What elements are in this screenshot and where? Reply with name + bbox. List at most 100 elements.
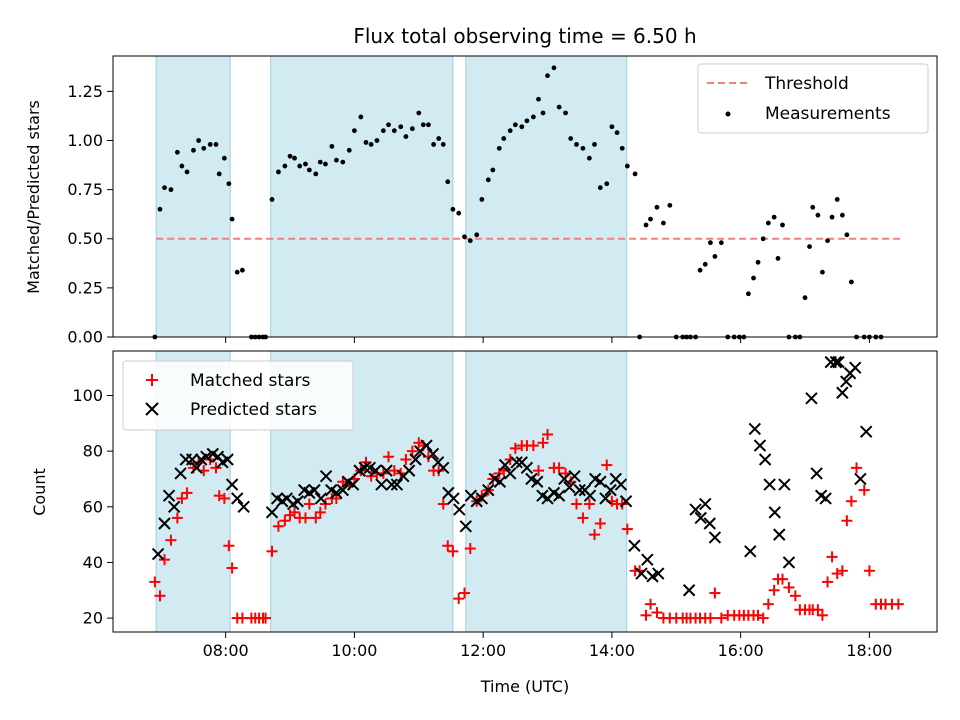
measurement-point-59: [467, 238, 473, 244]
top-y-tick-label-1: 0.25: [67, 278, 103, 297]
measurement-point-63: [490, 167, 496, 173]
top-observing-windows: [155, 55, 628, 338]
predicted-star-point-26: [314, 492, 328, 505]
measurement-point-121: [807, 244, 812, 250]
predicted-star-point-9: [200, 450, 213, 463]
matched-star-point-125: [822, 576, 834, 588]
top-observing-window-3: [465, 55, 628, 338]
predicted-star-point-109: [832, 355, 845, 369]
bottom-y-tick-label-0: 20: [83, 609, 103, 628]
measurement-point-110: [751, 275, 756, 281]
predicted-star-point-90: [694, 511, 707, 525]
predicted-star-point-1: [158, 517, 171, 530]
predicted-star-point-75: [583, 489, 597, 502]
measurement-point-128: [839, 212, 845, 218]
measurement-point-54: [440, 142, 446, 147]
top-panel: 0.00 0.25 0.50 0.75 1.00 1.25 Matched/Predict…: [24, 55, 938, 347]
matched-star-point-130: [845, 495, 857, 507]
measurement-point-47: [403, 134, 409, 139]
predicted-star-point-94: [744, 545, 757, 558]
top-y-tick-label-0: 0.00: [67, 328, 103, 347]
predicted-star-point-39: [385, 478, 398, 491]
measurement-point-122: [810, 204, 816, 210]
measurement-point-92: [654, 204, 660, 210]
x-axis-label: Time (UTC): [480, 677, 569, 696]
measurement-point-104: [718, 240, 724, 246]
measurement-point-130: [848, 279, 854, 285]
bottom-x-ticks: 08:00 10:00 12:00 14:00 16:00 18:00: [203, 632, 892, 660]
top-legend: Threshold Measurements: [697, 63, 929, 134]
predicted-star-point-95: [748, 422, 762, 436]
matched-star-point-47: [400, 454, 412, 466]
measurement-point-115: [775, 255, 781, 261]
top-x-ticks: [225, 337, 870, 343]
matched-star-point-72: [537, 437, 549, 449]
measurement-point-56: [450, 206, 456, 212]
measurement-point-100: [697, 267, 703, 273]
predicted-star-point-38: [380, 464, 393, 477]
top-observing-window-1: [155, 55, 231, 338]
predicted-star-point-17: [265, 506, 279, 519]
predicted-star-point-4: [174, 467, 187, 480]
measurement-point-74: [551, 65, 557, 71]
predicted-star-point-15: [231, 492, 244, 505]
predicted-star-point-65: [531, 475, 544, 488]
matched-star-point-102: [704, 612, 716, 624]
measurement-point-114: [771, 214, 777, 220]
chart-title: Flux total observing time = 6.50 h: [353, 24, 696, 48]
measurement-point-3: [168, 187, 174, 193]
measurement-point-112: [760, 236, 766, 242]
matched-legend-label: Matched stars: [190, 371, 310, 391]
predicted-star-point-6: [185, 453, 199, 466]
measurement-point-7: [191, 147, 196, 153]
matched-star-point-118: [789, 590, 801, 602]
predicted-star-point-91: [699, 497, 712, 511]
predicted-star-point-42: [402, 464, 416, 477]
measurement-point-127: [834, 197, 840, 202]
predicted-star-point-72: [568, 469, 581, 483]
predicted-star-point-71: [563, 481, 576, 494]
predicted-star-point-63: [520, 461, 534, 475]
matched-star-point-36: [337, 476, 349, 488]
measurement-point-44: [386, 122, 391, 128]
measurement-point-125: [825, 238, 830, 244]
measurement-point-52: [431, 142, 436, 147]
x-tick-label-5: 18:00: [846, 641, 892, 660]
measurement-point-90: [643, 222, 649, 228]
measurement-point-111: [755, 259, 761, 265]
measurement-point-34: [329, 143, 335, 149]
bottom-y-tick-label-3: 80: [83, 442, 103, 461]
measurement-point-65: [501, 136, 507, 141]
predicted-star-point-78: [599, 492, 612, 505]
measurement-point-129: [844, 232, 850, 238]
predicted-star-point-97: [758, 453, 772, 466]
measurement-point-75: [556, 104, 562, 110]
predicted-star-point-13: [221, 453, 234, 466]
matched-star-point-114: [768, 584, 780, 596]
predicted-star-point-81: [614, 478, 628, 491]
predicted-star-point-45: [420, 439, 433, 452]
measurement-point-91: [648, 216, 653, 222]
matched-star-point-78: [571, 498, 582, 510]
predicted-star-point-85: [641, 553, 654, 566]
measurement-point-5: [179, 163, 185, 169]
measurement-point-27: [292, 155, 297, 161]
predicted-star-point-110: [836, 386, 849, 399]
predicted-star-point-16: [237, 500, 250, 514]
measurement-point-17: [239, 267, 245, 273]
measurement-point-16: [234, 269, 240, 275]
predicted-star-point-61: [510, 456, 523, 469]
predicted-star-point-40: [390, 478, 404, 491]
x-tick-label-3: 14:00: [589, 641, 635, 660]
measurement-point-51: [426, 122, 431, 128]
measurement-point-71: [536, 96, 541, 102]
measurement-point-32: [317, 159, 323, 165]
matched-star-point-126: [826, 551, 838, 563]
matched-star-point-4: [171, 512, 183, 524]
matched-star-point-25: [279, 515, 291, 527]
matched-star-point-103: [709, 587, 721, 599]
predicted-star-point-52: [459, 520, 472, 533]
predicted-star-point-115: [859, 425, 873, 438]
matched-star-point-116: [777, 573, 788, 585]
predicted-star-point-93: [708, 531, 722, 544]
